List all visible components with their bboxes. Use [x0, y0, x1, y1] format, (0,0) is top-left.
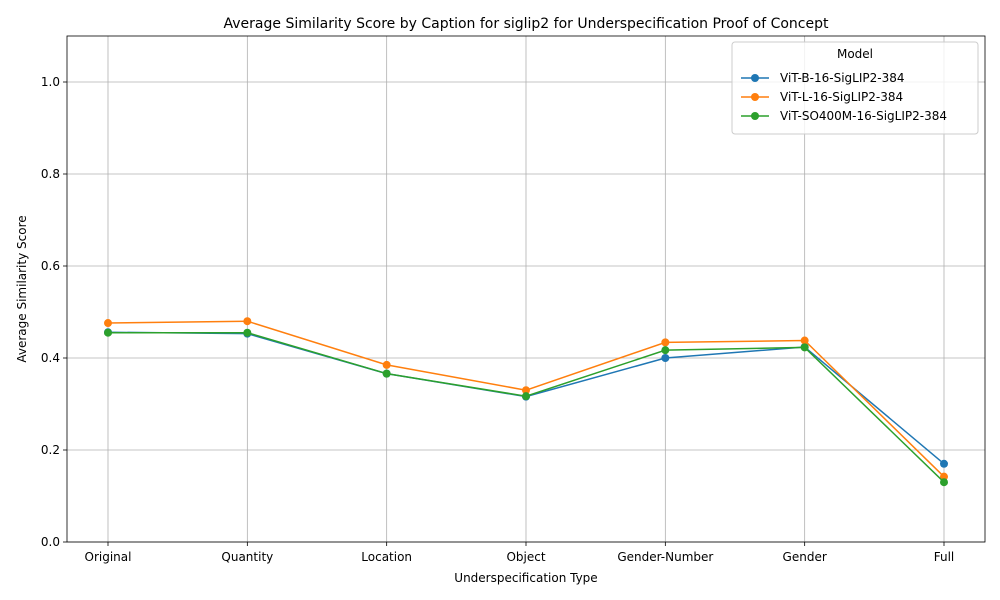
legend: Model ViT-B-16-SigLIP2-384 ViT-L-16-SigLI…	[731, 41, 979, 135]
x-tick-label: Original	[85, 550, 132, 564]
y-axis-label: Average Similarity Score	[15, 215, 29, 362]
x-tick-label: Gender	[783, 550, 827, 564]
data-point	[382, 369, 391, 378]
x-tick-label: Full	[934, 550, 955, 564]
data-point	[104, 328, 112, 337]
legend-item: ViT-SO400M-16-SigLIP2-384	[741, 109, 947, 123]
legend-label: ViT-L-16-SigLIP2-384	[780, 90, 903, 104]
legend-item: ViT-L-16-SigLIP2-384	[741, 90, 903, 104]
x-tick-label: Quantity	[221, 550, 273, 564]
data-point	[382, 360, 391, 369]
data-point	[522, 392, 530, 401]
data-point	[940, 478, 948, 487]
data-point	[104, 319, 112, 328]
data-point	[522, 386, 530, 395]
legend-items: ViT-B-16-SigLIP2-384 ViT-L-16-SigLIP2-384…	[741, 71, 947, 123]
series-layer	[104, 317, 948, 487]
chart-title: Average Similarity Score by Caption for …	[224, 16, 829, 32]
legend-marker	[751, 112, 759, 120]
legend-label: ViT-B-16-SigLIP2-384	[780, 71, 904, 85]
x-tick-label: Location	[361, 550, 412, 564]
data-point	[800, 336, 809, 345]
y-tick-label: 0.6	[41, 259, 60, 273]
data-point	[800, 343, 809, 352]
legend-item: ViT-B-16-SigLIP2-384	[741, 71, 904, 85]
x-axis-label: Underspecification Type	[454, 571, 597, 585]
legend-marker	[751, 93, 759, 101]
legend-marker	[751, 74, 759, 82]
data-point	[243, 328, 252, 337]
y-tick-label: 1.0	[41, 75, 60, 89]
legend-box	[731, 41, 979, 135]
series-2	[104, 317, 948, 481]
data-point	[940, 459, 948, 468]
y-tick-label: 0.2	[41, 443, 60, 457]
data-point	[661, 346, 670, 355]
y-tick-label: 0.4	[41, 351, 60, 365]
data-point	[661, 354, 670, 362]
series-3	[104, 328, 948, 487]
legend-title: Model	[837, 47, 873, 61]
x-tick-label: Object	[506, 550, 545, 564]
data-point	[243, 317, 252, 326]
data-point	[940, 472, 948, 481]
ticks: Original Quantity Location Object Gender-Num…	[41, 75, 954, 564]
data-point	[661, 338, 670, 347]
legend-label: ViT-SO400M-16-SigLIP2-384	[780, 109, 947, 123]
x-tick-label: Gender-Number	[617, 550, 713, 564]
y-tick-label: 0.8	[41, 167, 60, 181]
y-tick-label: 0.0	[41, 535, 60, 549]
